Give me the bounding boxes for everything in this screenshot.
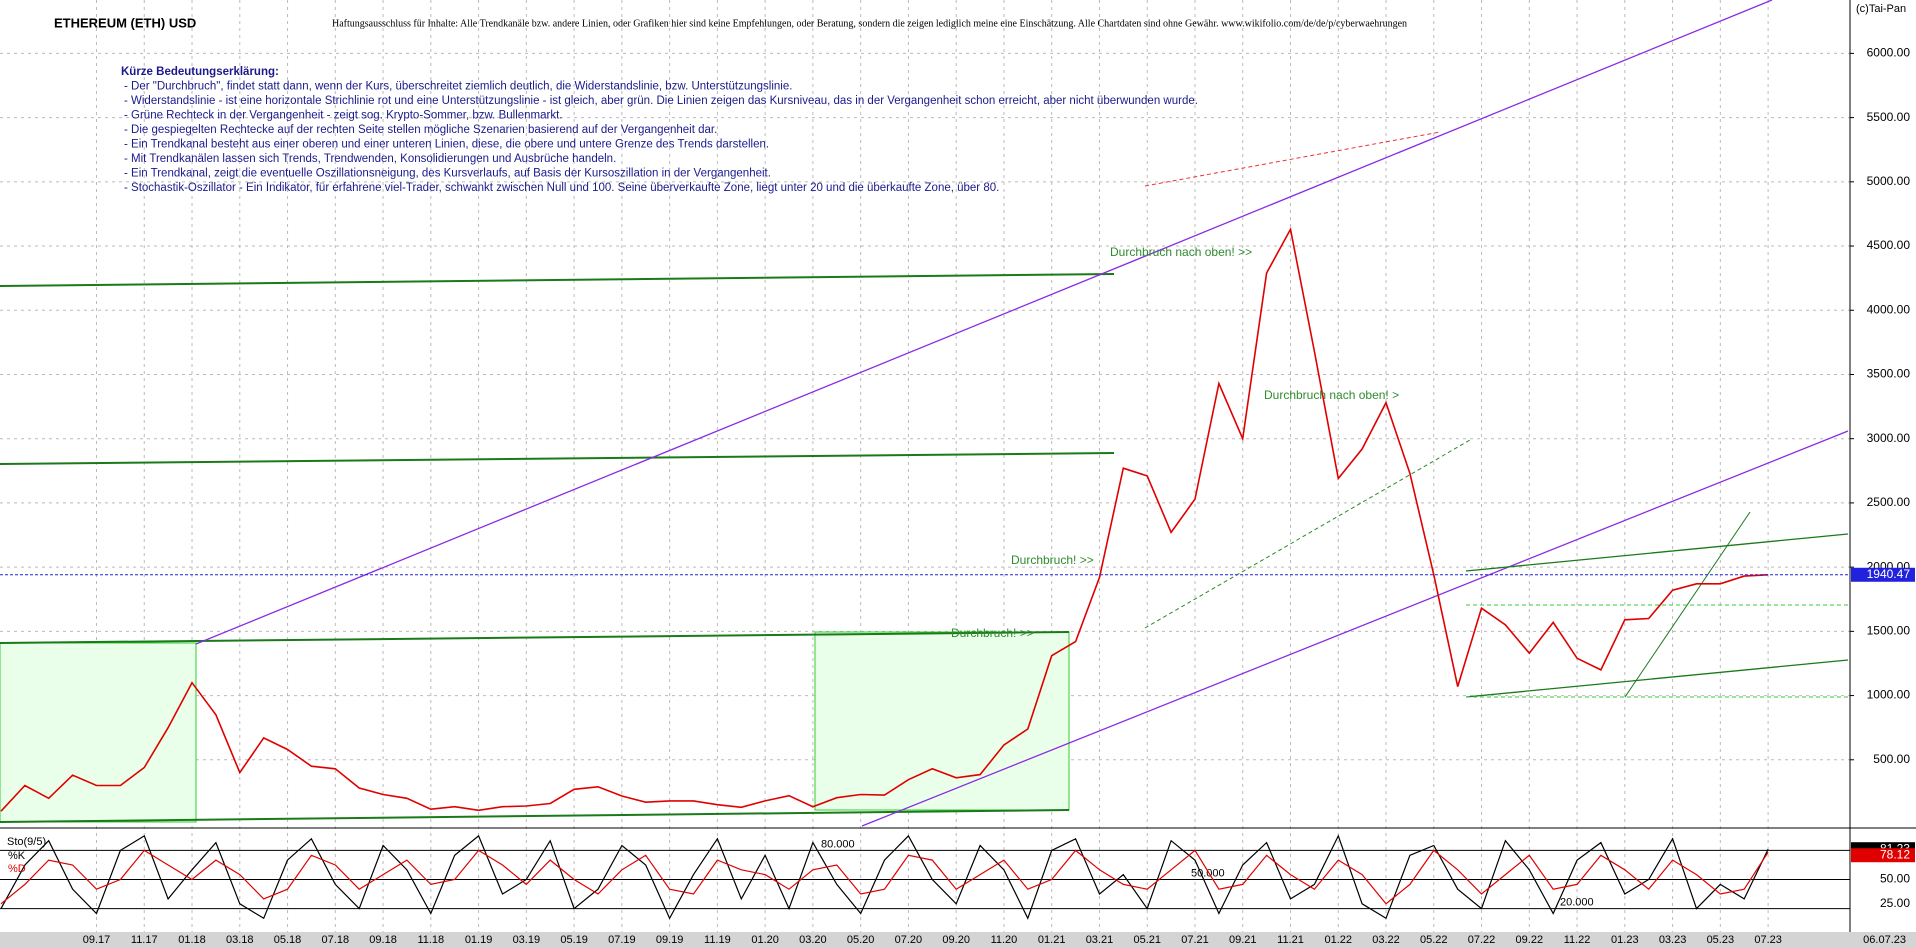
y-tick-label: 1500.00 [1867,624,1911,638]
trend-line [1465,533,1849,572]
x-tick-label: 07.23 [1754,934,1782,946]
last-date: 06.07.23 [1863,934,1906,946]
x-tick-label: 01.21 [1038,934,1066,946]
note-line: - Ein Trendkanal besteht aus einer obere… [124,139,769,151]
x-tick-label: 01.23 [1611,934,1639,946]
credit: (c)Tai-Pan [1856,3,1906,15]
y-tick-label: 6000.00 [1867,46,1911,60]
indicator-title: Sto(9/5) [7,836,46,848]
legend-entry: %D [8,863,26,875]
x-tick-label: 05.23 [1707,934,1735,946]
x-tick-label: 07.21 [1181,934,1209,946]
level-label: 80.000 [821,838,855,850]
trend-line [0,809,1070,823]
note-line: - Die gespiegelten Rechtecke auf der rec… [124,124,717,136]
x-tick-label: 07.22 [1468,934,1496,946]
trend-line [1624,511,1751,698]
x-tick-label: 09.20 [942,934,970,946]
grid [0,0,1850,932]
bull-rectangle [0,642,197,823]
note-line: - Stochastik-Oszillator - Ein Indikator,… [124,182,999,194]
x-tick-label: 09.19 [656,934,684,946]
x-tick-label: 07.20 [895,934,923,946]
trend-line [0,631,1070,644]
x-tick-label: 07.18 [322,934,350,946]
x-tick-label: 11.20 [991,934,1018,946]
series-line [0,834,1769,920]
x-tick-label: 09.18 [369,934,397,946]
x-tick-label: 05.20 [847,934,875,946]
y-tick-label: 50.00 [1880,872,1910,886]
last-value-label: 78.12 [1880,847,1910,861]
x-tick-label: 09.22 [1516,934,1544,946]
x-tick-label: 01.19 [465,934,493,946]
y-tick-label: 2500.00 [1867,495,1911,509]
y-tick-label: 4000.00 [1867,302,1911,316]
x-tick-label: 01.22 [1324,934,1352,946]
annotation: Durchbruch! >> [951,626,1034,640]
x-tick-label: 11.21 [1277,934,1304,946]
x-tick-label: 03.19 [513,934,541,946]
last-price-box [1851,567,1915,582]
y-tick-label: 500.00 [1873,752,1910,766]
channel-line [861,430,1849,827]
annotation: Durchbruch nach oben! >> [1110,245,1252,259]
last-value-box [1851,848,1915,863]
note-line: - Widerstandslinie - ist eine horizontal… [124,95,1198,107]
legend-entry: %K [8,850,26,862]
x-tick-label: 03.18 [226,934,254,946]
x-tick-label: 03.21 [1086,934,1114,946]
bull-rectangle [814,631,1070,811]
x-tick-label: 05.22 [1420,934,1448,946]
x-tick-label: 05.21 [1133,934,1161,946]
x-axis-strip [0,932,1916,948]
trend-line [0,452,1115,465]
x-tick-label: 11.22 [1564,934,1591,946]
x-tick-label: 01.18 [178,934,206,946]
note-line: - Mit Trendkanälen lassen sich Trends, T… [124,153,616,165]
x-tick-label: 05.18 [274,934,302,946]
chart-title: ETHEREUM (ETH) USD [54,15,196,30]
level-label: 20.000 [1560,897,1594,909]
note-line: - Grüne Rechteck in der Vergangenheit - … [124,110,562,122]
y-tick-label: 1000.00 [1867,688,1911,702]
x-tick-label: 05.19 [560,934,588,946]
series-line [0,849,1769,905]
price-panel [0,226,1769,812]
annotation: Durchbruch nach oben! > [1264,388,1399,402]
x-tick-label: 09.17 [83,934,111,946]
note-line: - Ein Trendkanal, zeigt die eventuelle O… [124,168,771,180]
x-tick-label: 03.20 [799,934,827,946]
x-tick-label: 03.23 [1659,934,1687,946]
disclaimer: Haftungsausschluss für Inhalte: Alle Tre… [332,18,1407,29]
x-tick-label: 11.18 [417,934,444,946]
last-price-label: 1940.47 [1867,567,1911,581]
note-line: - Der "Durchbruch", findet statt dann, w… [124,81,792,93]
resistance-line [1144,131,1441,187]
x-tick-label: 03.22 [1372,934,1400,946]
trend-line [1465,659,1849,698]
notes-heading: Kürze Bedeutungserklärung: [121,66,279,78]
x-tick-label: 11.17 [131,934,158,946]
y-tick-label: 25.00 [1880,896,1910,910]
y-tick-label: 3000.00 [1867,431,1911,445]
x-tick-label: 09.21 [1229,934,1257,946]
y-tick-label: 5500.00 [1867,110,1911,124]
y-tick-label: 5000.00 [1867,174,1911,188]
series-line [0,226,1769,812]
channel-line [195,0,1773,645]
annotation: Durchbruch! >> [1011,553,1094,567]
x-tick-label: 07.19 [608,934,636,946]
x-tick-label: 11.19 [704,934,731,946]
y-tick-label: 4500.00 [1867,238,1911,252]
y-tick-label: 3500.00 [1867,367,1911,381]
trend-line [0,273,1115,287]
x-tick-label: 01.20 [751,934,779,946]
level-label: 50.000 [1191,867,1225,879]
